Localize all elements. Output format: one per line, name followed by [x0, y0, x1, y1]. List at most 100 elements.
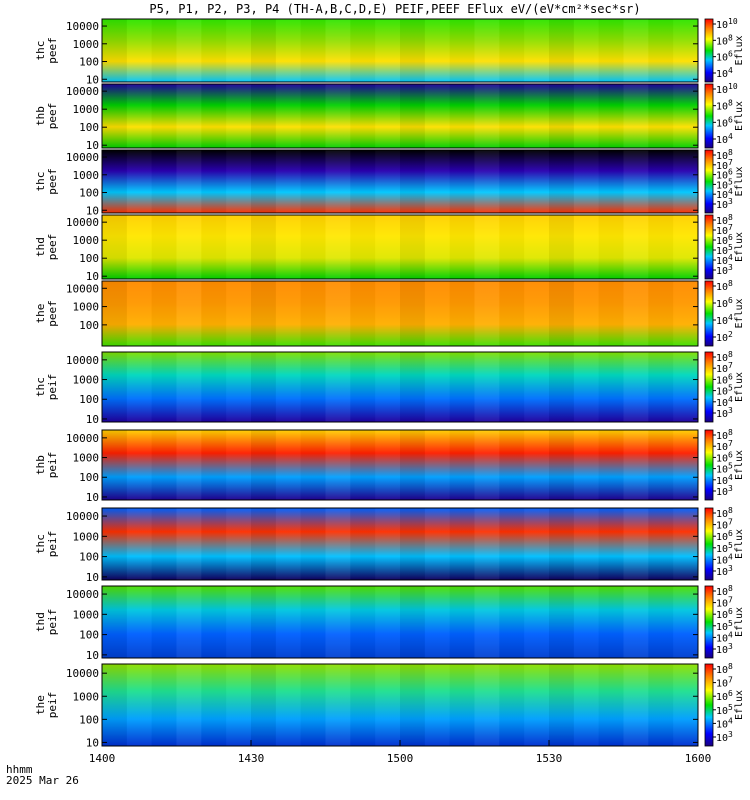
- ytick-label: 10000: [66, 151, 99, 164]
- ytick-label: 100: [79, 252, 99, 265]
- colorbar: [704, 280, 714, 347]
- colorbar-label: Eflux: [734, 166, 745, 196]
- ytick-label: 10000: [66, 354, 99, 367]
- panel-label: thc: [34, 172, 47, 192]
- xtick-label: 1530: [536, 752, 563, 765]
- colorbar-tick-label: 104: [716, 716, 733, 730]
- ytick-label: 100: [79, 319, 99, 332]
- ytick-label: 10: [86, 73, 99, 86]
- panel-label: peef: [46, 37, 59, 64]
- ytick-label: 1000: [73, 690, 100, 703]
- colorbar: [704, 663, 714, 747]
- spectrogram-6: [102, 352, 698, 422]
- panel-label: peif: [46, 531, 59, 558]
- ytick-label: 1000: [73, 374, 100, 387]
- colorbar-label: Eflux: [734, 529, 745, 559]
- colorbar-label: Eflux: [734, 690, 745, 720]
- spectrogram-5: [102, 281, 698, 346]
- panel-label: thc: [34, 534, 47, 554]
- colorbar-label: Eflux: [734, 372, 745, 402]
- spectrogram-4: [102, 215, 698, 279]
- panel-label: peef: [46, 300, 59, 327]
- x-label-line1: hhmm: [6, 763, 33, 776]
- spectrogram-2: [102, 84, 698, 148]
- colorbar-tick-label: 104: [716, 313, 733, 327]
- colorbar-tick-label: 104: [716, 132, 733, 146]
- ytick-label: 1000: [73, 608, 100, 621]
- ytick-label: 100: [79, 121, 99, 134]
- ytick-label: 10000: [66, 85, 99, 98]
- spectrogram-3: [102, 150, 698, 213]
- colorbar-tick-label: 103: [716, 730, 733, 744]
- colorbar: [704, 149, 714, 214]
- colorbar-tick-label: 1010: [716, 82, 738, 96]
- colorbar-label: Eflux: [734, 450, 745, 480]
- colorbar: [704, 83, 714, 149]
- ytick-label: 10000: [66, 667, 99, 680]
- colorbar-tick-label: 107: [716, 676, 733, 690]
- ytick-label: 1000: [73, 452, 100, 465]
- colorbar-tick-label: 106: [716, 115, 733, 129]
- panel-label: peif: [46, 374, 59, 401]
- colorbar: [704, 351, 714, 423]
- panel-label: peif: [46, 692, 59, 719]
- ytick-label: 1000: [73, 234, 100, 247]
- colorbar-label: Eflux: [734, 298, 745, 328]
- panel-label: thd: [34, 237, 47, 257]
- colorbar-tick-label: 106: [716, 689, 733, 703]
- spectrogram-1: [102, 19, 698, 82]
- ytick-label: 100: [79, 629, 99, 642]
- x-label-line2: 2025 Mar 26: [6, 774, 79, 787]
- ytick-label: 10000: [66, 510, 99, 523]
- panel-label: thd: [34, 612, 47, 632]
- ytick-label: 100: [79, 471, 99, 484]
- panel-label: peef: [46, 103, 59, 130]
- ytick-label: 100: [79, 713, 99, 726]
- panel-label: thc: [34, 377, 47, 397]
- ytick-label: 10: [86, 491, 99, 504]
- xtick-label: 1400: [89, 752, 116, 765]
- ytick-label: 10000: [66, 216, 99, 229]
- ytick-label: 10: [86, 736, 99, 749]
- colorbar-tick-label: 108: [716, 33, 733, 47]
- ytick-label: 10000: [66, 432, 99, 445]
- colorbar-tick-label: 108: [716, 99, 733, 113]
- panel-label: the: [34, 695, 47, 715]
- colorbar-tick-label: 102: [716, 330, 733, 344]
- xtick-label: 1600: [685, 752, 712, 765]
- ytick-label: 10000: [66, 588, 99, 601]
- ytick-label: 10: [86, 571, 99, 584]
- xtick-label: 1430: [238, 752, 265, 765]
- colorbar-tick-label: 105: [716, 703, 733, 717]
- ytick-label: 10000: [66, 20, 99, 33]
- colorbar-tick-label: 104: [716, 66, 733, 80]
- ytick-label: 1000: [73, 103, 100, 116]
- panel-label: peef: [46, 234, 59, 261]
- panel-label: thb: [34, 455, 47, 475]
- panel-label: peif: [46, 609, 59, 636]
- panel-label: the: [34, 304, 47, 324]
- spectrogram-7: [102, 430, 698, 500]
- colorbar-label: Eflux: [734, 232, 745, 262]
- colorbar-tick-label: 106: [716, 296, 733, 310]
- ytick-label: 10: [86, 270, 99, 283]
- colorbar-label: Eflux: [734, 35, 745, 65]
- panel-label: peif: [46, 452, 59, 479]
- colorbar-tick-label: 108: [716, 279, 733, 293]
- colorbar-tick-label: 103: [716, 406, 733, 420]
- ytick-label: 100: [79, 187, 99, 200]
- panel-label: thb: [34, 106, 47, 126]
- colorbar: [704, 585, 714, 659]
- xtick-label: 1500: [387, 752, 414, 765]
- colorbar-tick-label: 1010: [716, 17, 738, 31]
- colorbar: [704, 429, 714, 501]
- spectrogram-10: [102, 664, 698, 746]
- colorbar-tick-label: 103: [716, 197, 733, 211]
